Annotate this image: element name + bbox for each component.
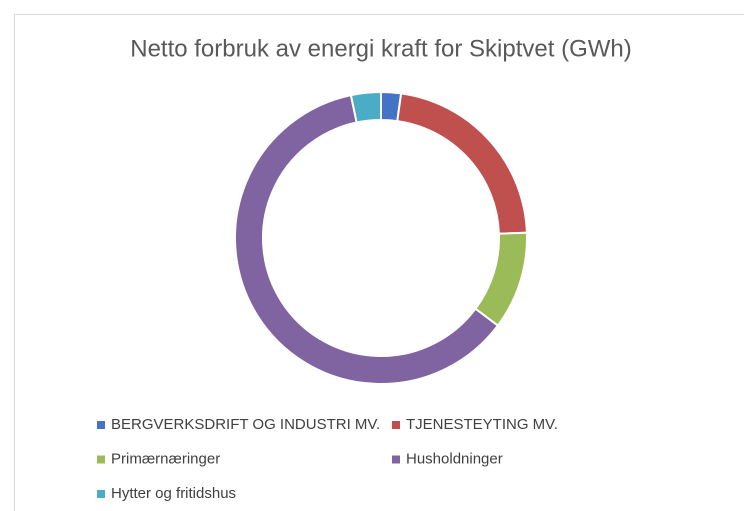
legend-label: Hytter og fritidshus <box>111 485 236 502</box>
legend-label: BERGVERKSDRIFT OG INDUSTRI MV. <box>111 416 380 433</box>
legend-swatch <box>97 490 105 498</box>
legend-label: Primærnæringer <box>111 450 220 467</box>
doughnut-slice <box>349 90 382 124</box>
legend-swatch <box>97 421 105 429</box>
doughnut-slice <box>234 93 500 385</box>
chart-title: Netto forbruk av energi kraft for Skiptv… <box>130 35 632 62</box>
chart-border <box>14 14 744 511</box>
legend-swatch <box>392 455 400 464</box>
legend-label: TJENESTEYTING MV. <box>406 416 558 433</box>
legend-swatch <box>392 421 400 429</box>
legend-swatch <box>97 455 105 464</box>
legend-label: Husholdninger <box>406 450 503 467</box>
